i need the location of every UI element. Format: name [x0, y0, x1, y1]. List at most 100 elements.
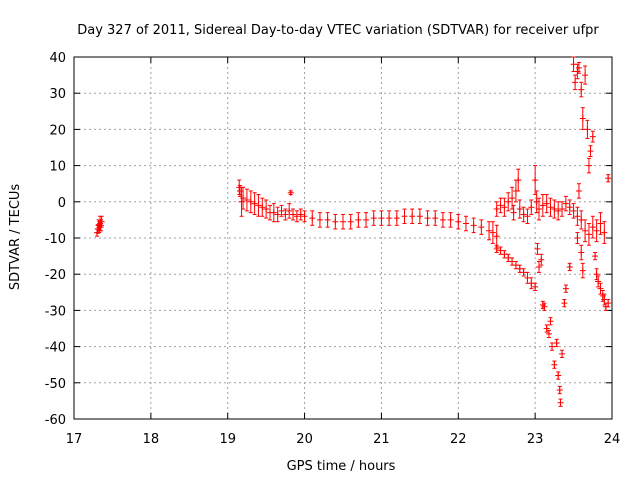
data-point [528, 277, 535, 290]
data-point [593, 268, 600, 281]
y-tick-label: -30 [45, 304, 66, 319]
data-point [582, 65, 589, 85]
y-tick-label: 40 [49, 51, 66, 66]
plus-marker [538, 256, 545, 263]
plus-marker [582, 72, 589, 79]
plus-marker [545, 330, 552, 337]
data-point [574, 206, 581, 226]
plus-marker [539, 202, 546, 209]
data-point [589, 130, 596, 143]
data-point [263, 199, 270, 219]
data-point [266, 204, 273, 221]
data-point [501, 250, 508, 259]
plus-marker [541, 303, 548, 310]
x-tick-label: 24 [604, 432, 621, 447]
plus-marker [493, 245, 500, 252]
data-point [541, 302, 548, 311]
plus-marker [505, 198, 512, 205]
data-point [562, 195, 569, 212]
plus-marker [579, 115, 586, 122]
plus-marker [534, 245, 541, 252]
data-point [561, 299, 568, 308]
data-point [539, 300, 546, 310]
data-point [347, 213, 354, 230]
plus-marker [559, 206, 566, 213]
plus-marker [510, 209, 517, 216]
x-tick-labels: 17 18 19 20 21 22 23 24 [66, 432, 621, 447]
data-point [297, 208, 304, 221]
chart-title: Day 327 of 2011, Sidereal Day-to-day VTE… [77, 23, 599, 38]
plus-marker [493, 233, 500, 240]
plus-marker [489, 229, 496, 236]
data-point [582, 219, 589, 243]
data-point [416, 208, 423, 225]
data-point [293, 210, 300, 223]
data-point [98, 215, 105, 228]
y-tick-label: 0 [58, 196, 66, 211]
plus-marker [592, 253, 599, 260]
x-tick-label: 23 [527, 432, 544, 447]
data-point [378, 210, 385, 226]
data-point [566, 262, 573, 272]
data-point [97, 219, 104, 232]
plus-marker [555, 207, 562, 214]
grid [74, 57, 612, 419]
data-point [545, 329, 552, 339]
y-tick-label: -50 [45, 377, 66, 392]
plus-marker [355, 216, 362, 223]
plus-marker [574, 213, 581, 220]
plus-marker [255, 202, 262, 209]
data-point [462, 215, 469, 232]
plus-marker [370, 215, 377, 222]
data-point [575, 61, 582, 74]
data-point [532, 282, 539, 291]
data-point [539, 194, 546, 217]
data-point [259, 197, 266, 217]
data-point [409, 208, 416, 225]
plus-marker [286, 207, 293, 214]
plus-marker [363, 216, 370, 223]
data-point [278, 204, 285, 217]
data-point [559, 349, 566, 358]
data-point [562, 284, 569, 293]
data-point [549, 342, 556, 351]
data-point [575, 183, 582, 199]
data-point [478, 219, 485, 235]
plus-marker [98, 218, 105, 225]
data-point [255, 194, 262, 217]
data-point [520, 206, 527, 223]
plus-marker [575, 64, 582, 71]
data-point [585, 223, 592, 246]
plus-marker [566, 204, 573, 211]
data-point [340, 213, 346, 230]
data-point [493, 201, 500, 217]
plus-marker [535, 263, 542, 270]
data-point [528, 199, 535, 215]
plus-marker [593, 227, 600, 234]
plus-marker [559, 350, 566, 357]
y-tick-label: 20 [49, 123, 66, 138]
plus-marker [578, 249, 585, 256]
data-point [516, 199, 523, 219]
data-point [486, 221, 493, 241]
plus-marker [585, 162, 592, 169]
plus-marker [589, 133, 596, 140]
data-point [355, 212, 362, 228]
plus-marker [238, 198, 245, 205]
data-point [585, 157, 592, 174]
data-point [270, 203, 277, 223]
y-tick-label: -40 [45, 341, 66, 356]
data-point [512, 179, 519, 203]
plus-marker [524, 213, 531, 220]
plus-marker [309, 215, 316, 222]
data-point [553, 338, 560, 348]
y-axis-label: SDTVAR / TECUs [8, 184, 23, 291]
plus-marker [243, 196, 250, 203]
plus-marker [597, 220, 604, 227]
data-point [578, 81, 585, 98]
data-point [543, 194, 550, 214]
plus-marker [557, 399, 564, 406]
plus-marker [601, 229, 608, 236]
plus-marker [378, 215, 385, 222]
plus-marker [393, 215, 400, 222]
